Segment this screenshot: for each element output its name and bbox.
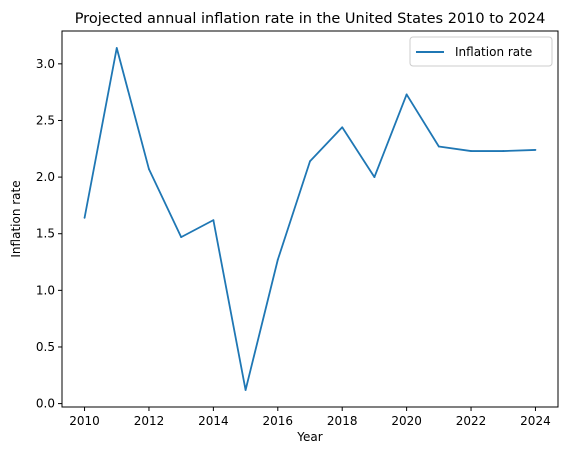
data-point [502, 150, 505, 152]
data-point [276, 258, 279, 261]
x-axis-title: Year [296, 430, 322, 444]
data-point [212, 219, 215, 222]
x-axis: 2010 2012 2014 2016 2018 2020 2022 2024 [69, 407, 551, 428]
chart-title: Projected annual inflation rate in the U… [75, 11, 546, 27]
plot-area [61, 30, 559, 408]
data-point [341, 126, 344, 129]
y-tick-label: 0.5 [36, 340, 55, 354]
data-point [470, 150, 472, 152]
data-point [405, 93, 408, 96]
y-axis-title: Inflation rate [9, 180, 23, 257]
y-tick-label: 2.0 [36, 170, 55, 184]
x-tick-label: 2010 [69, 414, 100, 428]
legend: Inflation rate [409, 36, 553, 67]
x-tick-label: 2022 [456, 414, 487, 428]
y-tick-label: 3.0 [36, 57, 55, 71]
data-point [373, 176, 376, 178]
series-lines [83, 47, 537, 391]
data-point [437, 145, 440, 148]
y-axis: 0.0 0.5 1.0 1.5 2.0 2.5 3.0 [36, 57, 62, 411]
y-tick-label: 2.5 [36, 113, 55, 127]
x-tick-label: 2012 [134, 414, 165, 428]
legend-box [409, 36, 553, 67]
x-tick-label: 2024 [520, 414, 551, 428]
data-point [83, 216, 86, 219]
data-point [534, 149, 537, 151]
y-tick-label: 1.5 [36, 227, 55, 241]
data-point [244, 389, 247, 391]
x-tick-label: 2016 [263, 414, 294, 428]
data-point [148, 168, 150, 171]
data-point [309, 160, 311, 163]
data-point [115, 47, 118, 49]
x-tick-label: 2014 [198, 414, 229, 428]
x-tick-label: 2018 [327, 414, 358, 428]
x-tick-label: 2020 [391, 414, 422, 428]
legend-label: Inflation rate [455, 45, 532, 59]
data-point [180, 236, 183, 239]
y-tick-label: 0.0 [36, 397, 55, 411]
y-tick-label: 1.0 [36, 283, 55, 297]
